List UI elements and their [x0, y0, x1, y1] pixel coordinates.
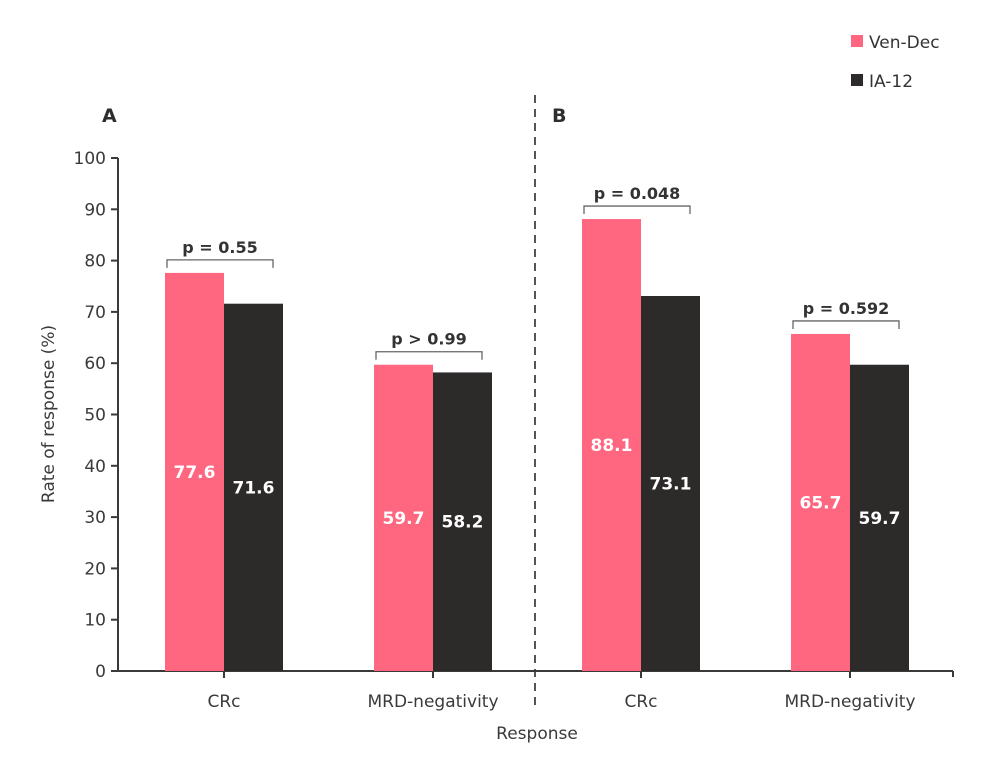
- y-tick-label: 40: [84, 457, 106, 477]
- x-axis-title: Response: [496, 724, 578, 744]
- bar-ven-dec: [582, 219, 641, 671]
- x-axis: CRc MRD-negativity CRc MRD-negativity: [111, 670, 954, 712]
- bar-value-label: 59.7: [859, 509, 901, 529]
- y-tick-label: 0: [95, 662, 106, 682]
- legend-label-ven-dec: Ven-Dec: [869, 33, 940, 53]
- x-category-label: CRc: [207, 692, 240, 712]
- bar-ven-dec: [791, 333, 850, 671]
- bar-value-label: 65.7: [800, 493, 842, 513]
- y-tick-label: 70: [84, 303, 106, 323]
- bar-value-label: 77.6: [174, 463, 216, 483]
- bar-value-label: 58.2: [442, 513, 484, 533]
- bar-ia-12: [850, 364, 909, 671]
- p-value-label: p = 0.592: [803, 299, 890, 318]
- p-value-label: p > 0.99: [391, 330, 466, 349]
- y-tick-label: 30: [84, 508, 106, 528]
- p-value-label: p = 0.55: [182, 238, 257, 257]
- x-category-label: CRc: [624, 692, 657, 712]
- y-axis: 0 10 20 30 40 50 60 70 80 90 100: [74, 149, 119, 682]
- p-value-bracket: [375, 351, 483, 360]
- p-value-bracket: [792, 320, 900, 329]
- bar-value-label: 88.1: [591, 436, 633, 456]
- bars: 77.6 71.6 p = 0.55 59.7 58.2 p > 0.99 88.1 73.1…: [165, 184, 909, 671]
- bar-value-label: 73.1: [650, 474, 692, 494]
- bar-ven-dec: [374, 364, 433, 671]
- p-value-bracket: [583, 205, 691, 215]
- bar-ia-12: [641, 295, 700, 671]
- legend-label-ia-12: IA-12: [869, 72, 913, 92]
- x-category-label: MRD-negativity: [367, 692, 498, 712]
- bar-ia-12: [224, 303, 283, 671]
- p-value-bracket: [166, 259, 274, 268]
- bar-value-label: 59.7: [383, 509, 425, 529]
- bar-ven-dec: [165, 272, 224, 671]
- legend: Ven-Dec IA-12: [851, 33, 940, 92]
- y-tick-label: 20: [84, 559, 106, 579]
- y-tick-label: 60: [84, 354, 106, 374]
- y-tick-label: 80: [84, 252, 106, 272]
- legend-swatch-ven-dec: [851, 35, 863, 47]
- p-value-label: p = 0.048: [594, 184, 681, 203]
- bar-value-label: 71.6: [233, 478, 275, 498]
- y-tick-label: 50: [84, 406, 106, 426]
- y-axis-title: Rate of response (%): [39, 325, 59, 503]
- x-category-label: MRD-negativity: [784, 692, 915, 712]
- panel-label-b: B: [552, 105, 566, 127]
- bar-ia-12: [433, 372, 492, 671]
- y-tick-label: 100: [74, 149, 106, 169]
- y-tick-label: 10: [84, 611, 106, 631]
- y-tick-label: 90: [84, 200, 106, 220]
- panel-label-a: A: [102, 105, 117, 127]
- legend-swatch-ia-12: [851, 74, 863, 86]
